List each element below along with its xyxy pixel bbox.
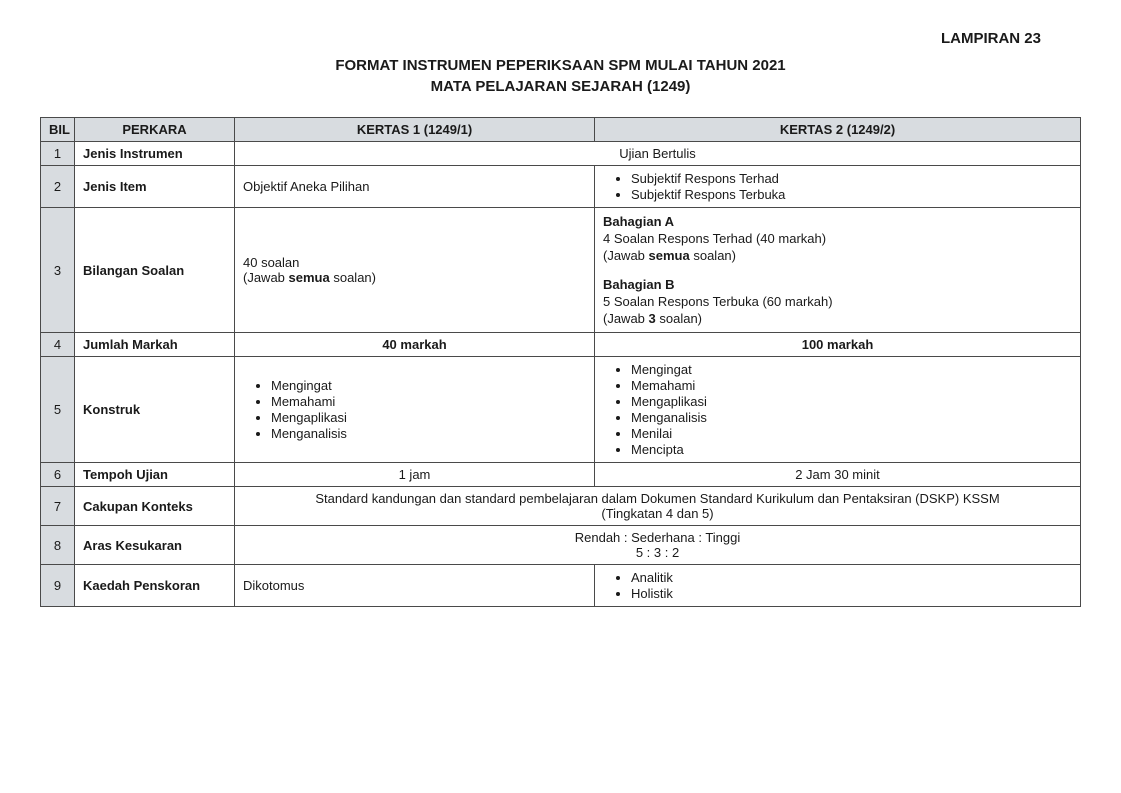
cell-perkara: Tempoh Ujian: [75, 463, 235, 487]
list-item: Mencipta: [631, 442, 1072, 457]
cell-bil: 4: [41, 333, 75, 357]
text-line: (Jawab 3 soalan): [603, 311, 1072, 326]
appendix-label: LAMPIRAN 23: [941, 30, 1041, 47]
cell-perkara: Jumlah Markah: [75, 333, 235, 357]
text-line: (Jawab semua soalan): [603, 248, 1072, 263]
list-item: Subjektif Respons Terhad: [631, 171, 1072, 186]
table-row: 2 Jenis Item Objektif Aneka Pilihan Subj…: [41, 166, 1081, 208]
text-bold: 3: [649, 311, 656, 326]
title-line-1: FORMAT INSTRUMEN PEPERIKSAAN SPM MULAI T…: [40, 55, 1081, 76]
list-item: Mengaplikasi: [271, 410, 586, 425]
table-row: 9 Kaedah Penskoran Dikotomus Analitik Ho…: [41, 565, 1081, 607]
cell-k2: 100 markah: [595, 333, 1081, 357]
cell-bil: 7: [41, 487, 75, 526]
cell-perkara: Jenis Instrumen: [75, 142, 235, 166]
cell-k1: Dikotomus: [235, 565, 595, 607]
cell-k2: Analitik Holistik: [595, 565, 1081, 607]
cell-k1: 1 jam: [235, 463, 595, 487]
cell-k1: 40 soalan (Jawab semua soalan): [235, 208, 595, 333]
list-item: Mengingat: [631, 362, 1072, 377]
cell-perkara: Cakupan Konteks: [75, 487, 235, 526]
cell-k2: 2 Jam 30 minit: [595, 463, 1081, 487]
cell-k2: Subjektif Respons Terhad Subjektif Respo…: [595, 166, 1081, 208]
text: soalan): [656, 311, 702, 326]
cell-bil: 1: [41, 142, 75, 166]
col-bil: BIL: [41, 118, 75, 142]
text-line: Rendah : Sederhana : Tinggi: [243, 530, 1072, 545]
cell-k1: Mengingat Memahami Mengaplikasi Menganal…: [235, 357, 595, 463]
cell-bil: 2: [41, 166, 75, 208]
cell-bil: 6: [41, 463, 75, 487]
text: soalan): [690, 248, 736, 263]
text-line: (Tingkatan 4 dan 5): [243, 506, 1072, 521]
cell-k2: Mengingat Memahami Mengaplikasi Menganal…: [595, 357, 1081, 463]
list-item: Analitik: [631, 570, 1072, 585]
cell-merged: Ujian Bertulis: [235, 142, 1081, 166]
table-row: 3 Bilangan Soalan 40 soalan (Jawab semua…: [41, 208, 1081, 333]
cell-perkara: Konstruk: [75, 357, 235, 463]
col-perkara: PERKARA: [75, 118, 235, 142]
cell-perkara: Aras Kesukaran: [75, 526, 235, 565]
cell-perkara: Kaedah Penskoran: [75, 565, 235, 607]
cell-perkara: Jenis Item: [75, 166, 235, 208]
cell-merged: Standard kandungan dan standard pembelaj…: [235, 487, 1081, 526]
cell-bil: 3: [41, 208, 75, 333]
table-header-row: BIL PERKARA KERTAS 1 (1249/1) KERTAS 2 (…: [41, 118, 1081, 142]
text: (Jawab: [603, 311, 649, 326]
text-bold: semua: [289, 270, 330, 285]
cell-merged: Rendah : Sederhana : Tinggi 5 : 3 : 2: [235, 526, 1081, 565]
list-item: Holistik: [631, 586, 1072, 601]
text-line: Standard kandungan dan standard pembelaj…: [243, 491, 1072, 506]
list-item: Menganalisis: [271, 426, 586, 441]
title-block: FORMAT INSTRUMEN PEPERIKSAAN SPM MULAI T…: [40, 30, 1081, 97]
col-kertas2: KERTAS 2 (1249/2): [595, 118, 1081, 142]
table-row: 5 Konstruk Mengingat Memahami Mengaplika…: [41, 357, 1081, 463]
cell-perkara: Bilangan Soalan: [75, 208, 235, 333]
table-row: 8 Aras Kesukaran Rendah : Sederhana : Ti…: [41, 526, 1081, 565]
text: (Jawab: [243, 270, 289, 285]
cell-bil: 8: [41, 526, 75, 565]
text-line: 40 soalan: [243, 255, 586, 270]
text: (Jawab: [603, 248, 649, 263]
format-table: BIL PERKARA KERTAS 1 (1249/1) KERTAS 2 (…: [40, 117, 1081, 607]
text-line: 4 Soalan Respons Terhad (40 markah): [603, 231, 1072, 246]
cell-k1: 40 markah: [235, 333, 595, 357]
section-heading: Bahagian B: [603, 277, 1072, 292]
page-header: LAMPIRAN 23 FORMAT INSTRUMEN PEPERIKSAAN…: [40, 30, 1081, 97]
text-bold: semua: [649, 248, 690, 263]
text-line: (Jawab semua soalan): [243, 270, 586, 285]
list-item: Mengingat: [271, 378, 586, 393]
cell-bil: 5: [41, 357, 75, 463]
list-item: Memahami: [271, 394, 586, 409]
text-line: 5 Soalan Respons Terbuka (60 markah): [603, 294, 1072, 309]
list-item: Menilai: [631, 426, 1072, 441]
section-heading: Bahagian A: [603, 214, 1072, 229]
table-row: 7 Cakupan Konteks Standard kandungan dan…: [41, 487, 1081, 526]
list-item: Memahami: [631, 378, 1072, 393]
col-kertas1: KERTAS 1 (1249/1): [235, 118, 595, 142]
table-row: 1 Jenis Instrumen Ujian Bertulis: [41, 142, 1081, 166]
cell-k1: Objektif Aneka Pilihan: [235, 166, 595, 208]
text-line: 5 : 3 : 2: [243, 545, 1072, 560]
list-item: Menganalisis: [631, 410, 1072, 425]
cell-bil: 9: [41, 565, 75, 607]
list-item: Subjektif Respons Terbuka: [631, 187, 1072, 202]
table-row: 4 Jumlah Markah 40 markah 100 markah: [41, 333, 1081, 357]
list-item: Mengaplikasi: [631, 394, 1072, 409]
text: soalan): [330, 270, 376, 285]
cell-k2: Bahagian A 4 Soalan Respons Terhad (40 m…: [595, 208, 1081, 333]
table-row: 6 Tempoh Ujian 1 jam 2 Jam 30 minit: [41, 463, 1081, 487]
title-line-2: MATA PELAJARAN SEJARAH (1249): [40, 76, 1081, 97]
